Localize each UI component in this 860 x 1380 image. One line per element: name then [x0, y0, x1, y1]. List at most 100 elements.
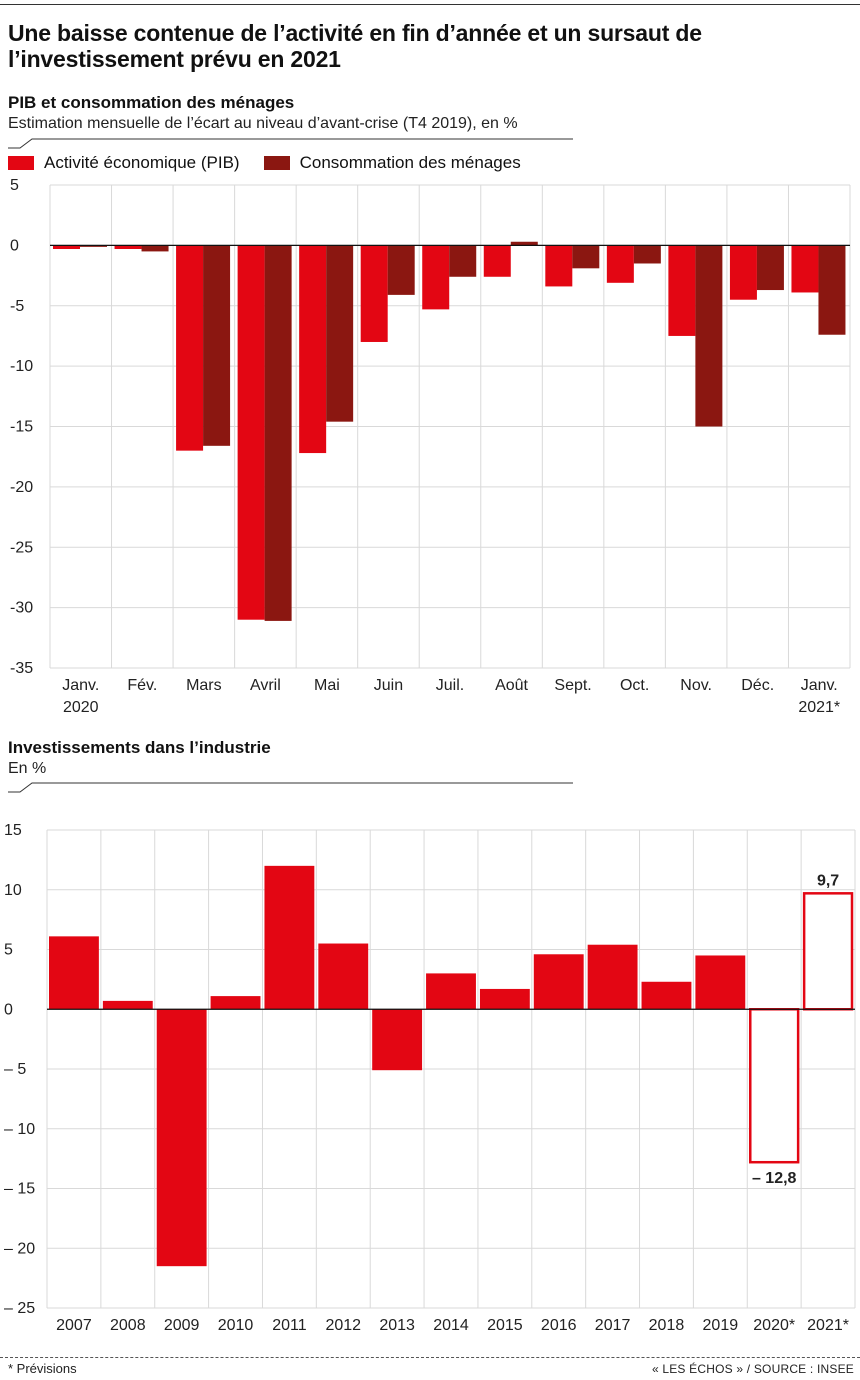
chart1-section-title: PIB et consommation des ménages: [8, 93, 295, 112]
chart1-x-tick-label: Avril: [250, 677, 281, 694]
chart2-bar: [695, 955, 746, 1010]
chart1-y-tick-label: -30: [10, 600, 33, 617]
chart2-x-tick-label: 2008: [110, 1317, 146, 1334]
chart2-y-tick-label: 5: [4, 942, 13, 959]
chart1-x-tick-label: Nov.: [680, 677, 712, 694]
chart2-bar: [426, 973, 476, 1010]
chart1-bar-pib: [483, 245, 511, 277]
chart1-bar-pib: [299, 245, 327, 454]
legend-item-pib: Activité économique (PIB): [8, 153, 240, 173]
chart2-x-tick-label: 2013: [379, 1317, 415, 1334]
chart1-bar-pib: [114, 245, 142, 249]
chart1-x-tick-label: Janv.: [62, 677, 99, 694]
chart2-y-tick-label: 0: [4, 1001, 13, 1018]
chart2-bar: [102, 1000, 153, 1010]
chart1-bar-pib: [545, 245, 573, 287]
chart1-bar-consommation: [203, 245, 231, 446]
chart1-x-tick-label: Juil.: [436, 677, 464, 694]
chart1-x-tick-label: Mai: [314, 677, 340, 694]
chart1-bar-pib: [237, 245, 265, 620]
chart2-bar: [641, 981, 692, 1010]
chart1-bar-pib: [422, 245, 450, 310]
chart2-bar-forecast: [749, 1008, 800, 1164]
chart2-x-tick-label: 2016: [541, 1317, 577, 1334]
chart1-y-tick-label: -35: [10, 660, 33, 677]
legend-item-conso: Consommation des ménages: [263, 153, 521, 173]
chart1-bar-consommation: [633, 245, 661, 264]
chart1-subtitle: Estimation mensuelle de l’écart au nivea…: [8, 115, 518, 132]
chart1-x-tick-label: 2021*: [798, 699, 840, 716]
chart1-bar-consommation: [695, 245, 723, 427]
legend-label-conso: Consommation des ménages: [299, 153, 521, 172]
chart1-y-tick-label: 0: [10, 237, 19, 254]
chart2-x-tick-label: 2015: [487, 1317, 523, 1334]
chart1-bar-consommation: [141, 245, 169, 252]
chart2-y-tick-label: – 15: [4, 1181, 35, 1198]
chart2-bar: [587, 944, 638, 1010]
chart2-x-tick-label: 2018: [649, 1317, 685, 1334]
chart2-x-tick-label: 2010: [218, 1317, 254, 1334]
chart2-x-tick-label: 2020*: [753, 1317, 795, 1334]
chart2-bar: [479, 988, 530, 1010]
chart1-bar-pib: [606, 245, 634, 283]
chart1-y-tick-label: -20: [10, 479, 33, 496]
chart1-x-tick-label: Mars: [186, 677, 222, 694]
chart1-bar-consommation: [510, 241, 538, 246]
chart1-x-tick-label: Oct.: [620, 677, 649, 694]
chart1-bar-consommation: [572, 245, 600, 269]
chart1-bar-consommation: [80, 245, 107, 247]
chart1-bar-consommation: [326, 245, 354, 422]
chart1-plot: 5 0 -5 -10 -15 -20 -25 -30 -35 Janv. 2020 Fév. Mars A…: [10, 177, 851, 716]
chart2-x-tick-label: 2017: [595, 1317, 631, 1334]
chart1-bar-pib: [176, 245, 204, 451]
chart2-y-tick-label: – 25: [4, 1300, 35, 1317]
chart1-bar-pib: [53, 245, 80, 249]
chart2-data-label: – 12,8: [752, 1170, 797, 1187]
chart2-subtitle-rule: [8, 782, 573, 793]
chart1-legend: Activité économique (PIB) Consommation d…: [8, 153, 545, 173]
page-title: Une baisse contenue de l’activité en fin…: [8, 20, 702, 72]
legend-swatch-pib: [8, 156, 34, 170]
chart2-y-tick-label: – 5: [4, 1061, 26, 1078]
chart2-x-tick-label: 2009: [164, 1317, 200, 1334]
legend-label-pib: Activité économique (PIB): [44, 153, 240, 172]
chart2-x-tick-label: 2011: [272, 1317, 307, 1334]
chart2-y-tick-label: 10: [4, 882, 22, 899]
chart1-bar-consommation: [756, 245, 784, 291]
chart1-x-tick-label: Janv.: [801, 677, 838, 694]
chart1-y-tick-label: -10: [10, 358, 33, 375]
chart2-subtitle: En %: [8, 760, 47, 777]
chart1-bar-consommation: [449, 245, 477, 277]
chart2-y-tick-label: – 20: [4, 1240, 35, 1257]
chart1-bar-consommation: [818, 245, 846, 335]
chart1-bar-pib: [668, 245, 696, 336]
chart1-subtitle-rule: [8, 138, 573, 149]
chart2-plot: 15 10 5 0 – 5 – 10 – 15 – 20 – 25 – 12,8 9,7 2007 20…: [4, 822, 856, 1334]
chart2-y-tick-label: – 10: [4, 1121, 35, 1138]
chart1-y-tick-label: 5: [10, 177, 19, 194]
chart1-x-tick-label: Déc.: [741, 677, 774, 694]
footer-source: « LES ÉCHOS » / SOURCE : INSEE: [651, 1362, 854, 1376]
chart1-y-tick-label: -15: [10, 419, 33, 436]
chart2-bar: [156, 1009, 207, 1267]
chart2-x-tick-label: 2021*: [807, 1317, 849, 1334]
chart1-x-tick-label: Août: [495, 677, 528, 694]
footer-note: * Prévisions: [8, 1361, 77, 1376]
chart1-x-tick-label: 2020: [63, 699, 99, 716]
chart1-y-tick-label: -5: [10, 298, 24, 315]
chart1-x-tick-label: Juin: [374, 677, 403, 694]
chart2-x-tick-label: 2012: [325, 1317, 361, 1334]
footer-divider: [0, 1357, 860, 1358]
chart1-x-tick-label: Sept.: [554, 677, 591, 694]
chart2-bar-forecast: [802, 892, 854, 1011]
chart1-x-tick-label: Fév.: [127, 677, 157, 694]
chart1-bar-consommation: [264, 245, 292, 621]
chart1-bar-pib: [360, 245, 388, 342]
chart1-y-tick-label: -25: [10, 539, 33, 556]
legend-swatch-conso: [263, 156, 290, 170]
chart2-x-tick-label: 2007: [56, 1317, 92, 1334]
chart2-bar: [533, 954, 584, 1010]
chart2-y-tick-label: 15: [4, 822, 22, 839]
chart2-bar: [318, 943, 369, 1010]
chart1-bar-pib: [729, 245, 757, 300]
